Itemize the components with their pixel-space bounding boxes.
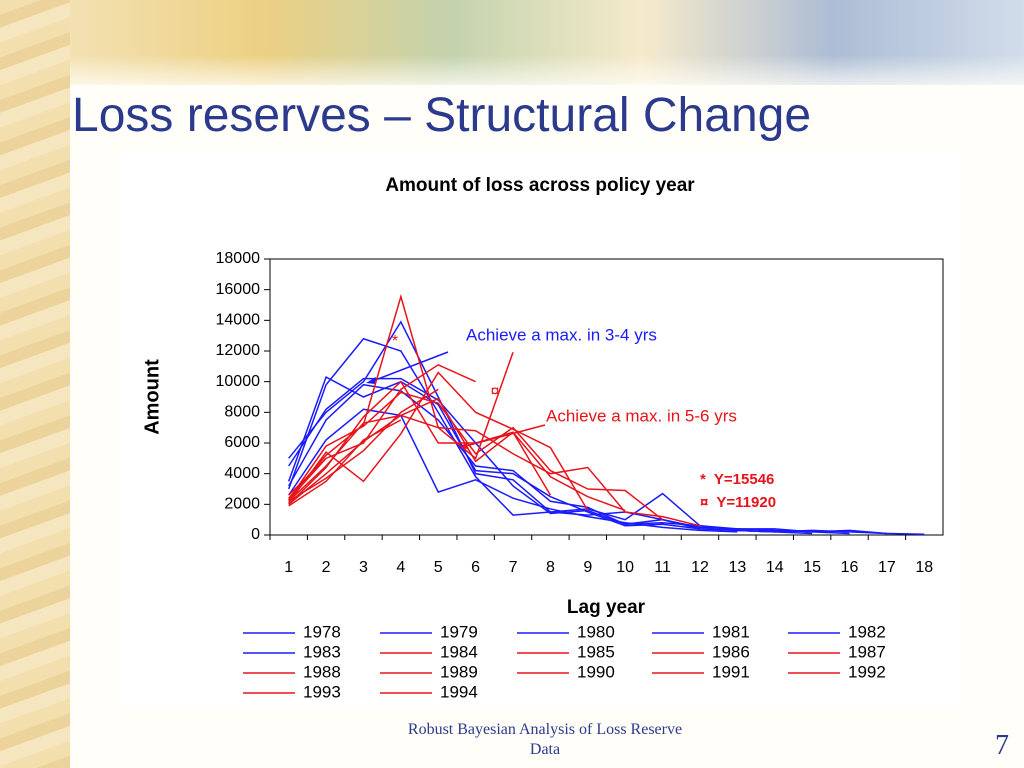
x-tick-label: 14	[766, 559, 784, 576]
page-number: 7	[995, 730, 1009, 761]
marker-symbol: *	[392, 333, 398, 350]
y-tick-label: 12000	[216, 342, 261, 359]
x-tick-label: 8	[546, 559, 555, 576]
y-tick-label: 2000	[224, 496, 260, 513]
x-tick-label: 13	[728, 559, 746, 576]
series-line	[288, 320, 887, 535]
x-tick-label: 6	[471, 559, 480, 576]
legend-label: 1982	[848, 622, 886, 641]
x-tick-label: 1	[284, 559, 293, 576]
series-line	[288, 380, 552, 505]
x-tick-label: 4	[396, 559, 405, 576]
series-line	[288, 377, 813, 535]
y-tick-label: 16000	[216, 281, 261, 298]
x-axis-label: Lag year	[567, 597, 646, 618]
chart-area	[118, 152, 960, 707]
y-tick-label: 4000	[224, 465, 260, 482]
marker-symbol: ¤	[491, 383, 500, 400]
y-tick-label: 14000	[216, 312, 261, 329]
legend-label: 1986	[712, 642, 750, 661]
y-tick-label: 10000	[216, 373, 261, 390]
annotation-arrow	[369, 351, 449, 383]
series-line	[288, 457, 327, 501]
y-tick-label: 6000	[224, 434, 260, 451]
y-axis-label: Amount	[141, 359, 163, 435]
background-strip	[0, 0, 70, 768]
legend-label: 1984	[440, 642, 478, 661]
series-line	[288, 388, 439, 502]
x-tick-label: 15	[803, 559, 821, 576]
series-line	[287, 337, 850, 535]
legend-label: 1985	[577, 642, 615, 661]
x-tick-label: 7	[509, 559, 518, 576]
series-line	[288, 419, 402, 507]
legend-label: 1987	[848, 642, 886, 661]
annotation: ¤ Y=11920	[700, 494, 776, 511]
x-tick-label: 5	[434, 559, 443, 576]
legend-label: 1994	[440, 682, 478, 701]
legend-label: 1981	[712, 622, 750, 641]
legend-label: 1983	[303, 642, 341, 661]
legend-label: 1993	[303, 682, 341, 701]
x-tick-label: 12	[691, 559, 709, 576]
x-tick-label: 16	[841, 559, 859, 576]
series-line	[288, 408, 738, 533]
series-line	[288, 397, 626, 512]
x-tick-label: 2	[322, 559, 331, 576]
x-tick-label: 17	[878, 559, 896, 576]
x-tick-label: 18	[915, 559, 933, 576]
series-line	[287, 375, 925, 535]
y-tick-label: 0	[251, 526, 260, 543]
slide-title: Loss reserves – Structural Change	[72, 89, 812, 142]
series-line	[288, 383, 775, 533]
footer: Robust Bayesian Analysis of Loss Reserve…	[407, 721, 683, 758]
x-tick-label: 10	[616, 559, 634, 576]
series-line	[288, 293, 514, 499]
annotation: * Y=15546	[700, 471, 774, 488]
annotation: Achieve a max. in 3-4 yrs	[466, 325, 657, 344]
annotation: Achieve a max. in 5-6 yrs	[546, 406, 737, 425]
legend-label: 1979	[440, 622, 478, 641]
y-tick-label: 8000	[224, 404, 260, 421]
legend-label: 1992	[848, 662, 886, 681]
background-fade	[70, 55, 1024, 95]
legend-label: 1978	[303, 622, 341, 641]
legend-label: 1991	[712, 662, 750, 681]
legend-label: 1980	[577, 622, 615, 641]
x-tick-label: 3	[359, 559, 368, 576]
x-tick-label: 11	[654, 559, 671, 576]
series-line	[288, 371, 589, 511]
legend-label: 1990	[577, 662, 615, 681]
legend-label: 1989	[440, 662, 478, 681]
y-tick-label: 18000	[216, 250, 261, 267]
chart-title: Amount of loss across policy year	[385, 175, 695, 196]
x-tick-label: 9	[583, 559, 592, 576]
legend-label: 1988	[303, 662, 341, 681]
